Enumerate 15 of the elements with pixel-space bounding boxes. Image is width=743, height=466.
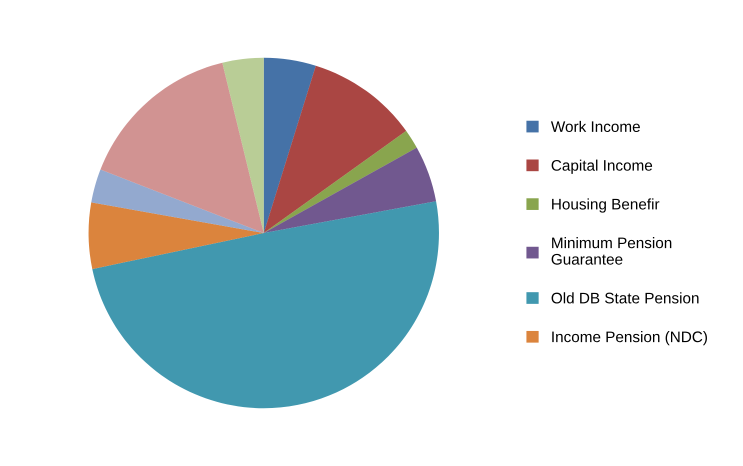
legend-label: Old DB State Pension bbox=[552, 292, 698, 304]
legend-label: Income Pension (NDC) bbox=[552, 331, 707, 346]
pie-slice bbox=[222, 58, 264, 233]
pie-slice bbox=[264, 58, 316, 233]
pie-slice bbox=[264, 148, 436, 233]
pie-slice bbox=[264, 130, 417, 233]
pie-slice bbox=[264, 66, 406, 233]
legend-label: Housing Benefir bbox=[552, 198, 660, 213]
legend-label: Work Income bbox=[550, 120, 640, 132]
pie-slice bbox=[100, 62, 264, 233]
pie-slice bbox=[88, 202, 264, 270]
legend-label: Capital Income bbox=[552, 160, 652, 174]
pie-slice bbox=[91, 170, 264, 233]
pie-slice bbox=[92, 201, 439, 408]
legend-label: Minimum Pension Guarantee bbox=[552, 237, 672, 265]
